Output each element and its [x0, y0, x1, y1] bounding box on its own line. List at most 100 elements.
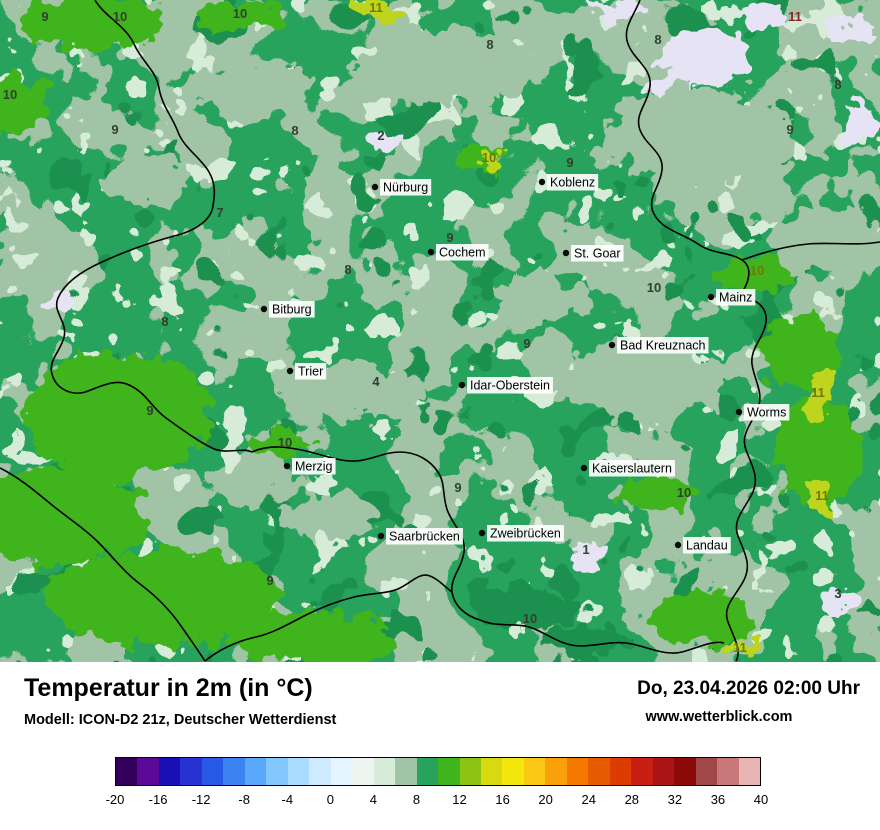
border-line [251, 446, 481, 621]
colorbar-segment [523, 758, 546, 785]
temperature-patch [500, 278, 590, 322]
colorbar-segment [438, 758, 460, 785]
temp-value-label: 11 [788, 9, 802, 24]
colorbar-tick-label: 36 [710, 792, 726, 807]
temp-value-label: 8 [161, 314, 168, 329]
city-label: Bitburg [272, 303, 312, 317]
city-marker: Landau [674, 537, 731, 554]
temperature-patch [195, 2, 285, 30]
website-label: www.wetterblick.com [645, 709, 793, 725]
temperature-map: 9 10 10 11 8 8 11 10 9 8 2 10 9 8 9 7 9 8 10 10 8 9 4 9 11 10 9 10 1… [0, 0, 880, 662]
city-label: Idar-Oberstein [470, 379, 550, 393]
temperature-patches [0, 0, 880, 662]
temperature-patch [570, 548, 606, 566]
temperature-map-canvas: 9 10 10 11 8 8 11 10 9 8 2 10 9 8 9 7 9 8 10 10 8 9 4 9 11 10 9 10 1… [0, 0, 880, 662]
city-marker: Worms [735, 404, 790, 421]
border-line [0, 467, 206, 662]
city-marker: Idar-Oberstein [458, 377, 553, 394]
city-markers: Nürburg Koblenz Cochem St. Goar Bitburg Mainz… [260, 174, 790, 554]
map-footer: Temperatur in 2m (in °C) Modell: ICON-D2… [0, 662, 880, 830]
city-dot [735, 408, 743, 416]
temperature-patch [470, 588, 574, 632]
city-marker: Bitburg [260, 301, 315, 318]
temp-value-label: 10 [278, 435, 292, 450]
colorbar-segment [158, 758, 181, 785]
temp-value-label: 10 [677, 485, 691, 500]
temperature-patch [225, 610, 395, 662]
colorbar-tick-label: 28 [624, 792, 640, 807]
colorbar-segment [566, 758, 589, 785]
temp-value-label: 9 [41, 9, 48, 24]
temperature-patch [842, 107, 880, 141]
temp-value-label: 9 [446, 230, 453, 245]
temp-value-label: 10 [233, 6, 247, 21]
temperature-patch [0, 75, 54, 135]
temp-value-label: 4 [372, 374, 380, 389]
city-dot [458, 381, 466, 389]
model-info: Modell: ICON-D2 21z, Deutscher Wetterdie… [24, 712, 337, 728]
temperature-patch [762, 316, 838, 388]
temp-value-label: 8 [654, 32, 661, 47]
temp-value-label: 10 [113, 9, 127, 24]
colorbar-segment [480, 758, 503, 785]
temperature-patch [190, 60, 310, 120]
city-label-bg [269, 301, 315, 318]
city-label: Saarbrücken [389, 530, 460, 544]
city-marker: Mainz [707, 289, 756, 306]
temperature-patch [246, 433, 310, 459]
colorbar-segment [545, 758, 567, 785]
temperature-patch [645, 592, 755, 644]
city-dot [674, 541, 682, 549]
temp-value-label: 9 [146, 403, 153, 418]
temperature-patch [767, 210, 877, 274]
city-label-bg [744, 404, 790, 421]
temp-value-label: 10 [3, 87, 17, 102]
temp-value-label: 7 [216, 205, 223, 220]
temperature-patch [280, 496, 384, 536]
city-dot [707, 293, 715, 301]
colorbar-segment [309, 758, 331, 785]
colorbar-segment [352, 758, 374, 785]
colorbar-segment [738, 758, 761, 785]
temp-value-label: 3 [834, 586, 841, 601]
datetime-label: Do, 23.04.2026 02:00 Uhr [637, 678, 860, 699]
temperature-patch [659, 32, 751, 84]
temperature-patch [806, 370, 834, 422]
city-label-bg [380, 179, 432, 196]
temp-value-label: 11 [815, 488, 829, 503]
city-label: Landau [686, 539, 728, 553]
temperature-patch [366, 131, 400, 149]
city-label: Kaiserslautern [592, 462, 672, 476]
colorbar-segment [674, 758, 696, 785]
colorbar-tick-label: 32 [667, 792, 683, 807]
colorbar-segment [502, 758, 524, 785]
temp-value-label: 9 [786, 122, 793, 137]
city-label: Mainz [719, 291, 752, 305]
colorbar-segment [137, 758, 159, 785]
temp-value-label: 11 [733, 640, 747, 655]
colorbar-tick-label: 16 [495, 792, 510, 807]
temp-value-label: 10 [647, 280, 661, 295]
border-line [741, 241, 880, 261]
city-dot [427, 248, 435, 256]
city-label: Trier [298, 365, 323, 379]
city-dot [260, 305, 268, 313]
colorbar-segment [180, 758, 202, 785]
colorbar-tick-label: 0 [326, 792, 334, 807]
temp-value-label: 11 [811, 385, 825, 400]
temp-value-label: 8 [291, 123, 298, 138]
temperature-patch [809, 478, 837, 518]
colorbar-segment [695, 758, 718, 785]
colorbar-segment [416, 758, 439, 785]
colorbar-tick-label: -4 [281, 792, 294, 807]
temperature-patch [716, 252, 800, 292]
city-dot [283, 462, 291, 470]
temperature-patch [45, 550, 285, 646]
temperature-patch [20, 0, 170, 48]
temperature-patch [351, 0, 405, 20]
page-title: Temperatur in 2m (in °C) [24, 674, 313, 702]
temperature-patch [23, 353, 213, 477]
colorbar-segment [201, 758, 224, 785]
temperature-patch [825, 18, 875, 42]
